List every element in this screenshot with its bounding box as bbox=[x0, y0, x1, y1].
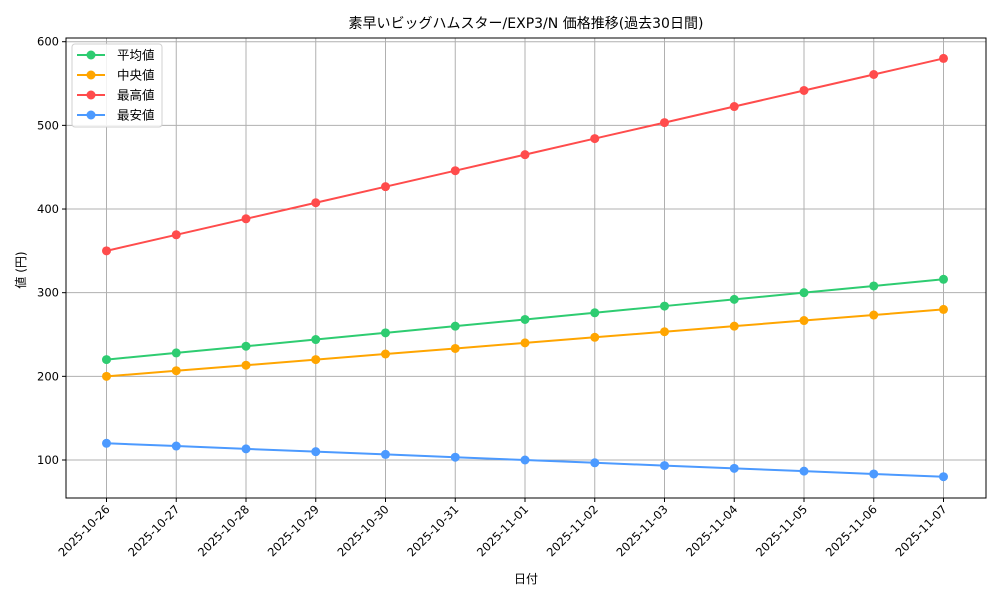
data-point bbox=[450, 321, 460, 331]
data-point bbox=[520, 338, 530, 348]
x-tick-label: 2025-11-04 bbox=[683, 502, 740, 559]
legend-item: 最高値 bbox=[77, 88, 155, 103]
data-point bbox=[590, 134, 600, 144]
data-point bbox=[381, 328, 390, 338]
data-point bbox=[102, 371, 111, 381]
data-point bbox=[869, 469, 879, 479]
data-point bbox=[869, 281, 879, 291]
x-axis-label: 日付 bbox=[514, 572, 538, 586]
data-point bbox=[171, 441, 181, 451]
data-point bbox=[660, 327, 669, 337]
data-point bbox=[520, 150, 530, 160]
series-1 bbox=[102, 304, 948, 381]
data-point bbox=[241, 341, 251, 351]
legend-box bbox=[71, 43, 163, 128]
data-point bbox=[590, 308, 600, 318]
data-point bbox=[102, 438, 111, 448]
y-tick-label: 600 bbox=[37, 35, 59, 49]
plot-frame bbox=[65, 37, 987, 499]
data-point bbox=[939, 53, 948, 63]
data-point bbox=[311, 447, 321, 457]
y-tick-label: 200 bbox=[37, 369, 59, 383]
data-point bbox=[381, 349, 390, 359]
series-layer bbox=[102, 53, 948, 482]
data-point bbox=[660, 461, 669, 471]
legend-marker-icon bbox=[86, 70, 96, 80]
data-point bbox=[171, 366, 181, 376]
data-point bbox=[799, 85, 809, 95]
data-point bbox=[520, 314, 530, 324]
data-point bbox=[799, 466, 809, 476]
data-point bbox=[799, 288, 809, 298]
legend-marker-icon bbox=[86, 110, 96, 120]
x-tick-label: 2025-11-03 bbox=[613, 502, 670, 559]
data-point bbox=[590, 458, 600, 468]
y-tick-label: 300 bbox=[37, 286, 59, 300]
data-point bbox=[311, 335, 321, 345]
x-tick-label: 2025-11-07 bbox=[892, 502, 949, 559]
data-point bbox=[939, 274, 948, 284]
legend-item: 最安値 bbox=[77, 108, 155, 123]
data-point bbox=[729, 102, 739, 112]
y-tick-label: 500 bbox=[37, 118, 59, 132]
data-point bbox=[869, 310, 879, 320]
legend-marker-icon bbox=[86, 50, 96, 60]
data-point bbox=[590, 332, 600, 342]
data-point bbox=[729, 463, 739, 473]
data-point bbox=[450, 452, 460, 462]
data-point bbox=[869, 69, 879, 79]
data-point bbox=[520, 455, 530, 465]
series-2 bbox=[102, 53, 948, 256]
data-point bbox=[729, 321, 739, 331]
series-0 bbox=[102, 274, 948, 365]
x-tick-label: 2025-11-06 bbox=[823, 502, 880, 559]
data-point bbox=[939, 304, 948, 314]
data-point bbox=[660, 301, 669, 311]
chart-title: 素早いビッグハムスター/EXP3/N 価格推移(過去30日間) bbox=[349, 16, 704, 32]
x-tick-label: 2025-10-29 bbox=[265, 502, 322, 559]
x-tick-label: 2025-10-26 bbox=[55, 502, 112, 559]
grid-lines bbox=[66, 38, 986, 498]
y-axis: 100 200 300 400 500 600 bbox=[37, 35, 66, 467]
x-tick-label: 2025-11-05 bbox=[753, 502, 810, 559]
legend-label: 平均値 bbox=[117, 48, 155, 63]
legend-label: 最安値 bbox=[117, 108, 155, 123]
data-point bbox=[311, 198, 321, 208]
data-point bbox=[241, 444, 251, 454]
series-3 bbox=[102, 438, 948, 482]
data-point bbox=[450, 343, 460, 353]
legend-item: 平均値 bbox=[77, 48, 155, 63]
data-point bbox=[381, 449, 390, 459]
x-tick-label: 2025-11-01 bbox=[474, 502, 531, 559]
legend-label: 中央値 bbox=[117, 68, 155, 83]
y-tick-label: 400 bbox=[37, 202, 59, 216]
x-tick-label: 2025-10-27 bbox=[125, 502, 182, 559]
data-point bbox=[171, 230, 181, 240]
data-point bbox=[102, 355, 111, 365]
x-tick-label: 2025-10-30 bbox=[334, 502, 391, 559]
y-tick-label: 100 bbox=[37, 453, 59, 467]
data-point bbox=[241, 360, 251, 370]
data-point bbox=[799, 316, 809, 326]
legend-item: 中央値 bbox=[77, 68, 155, 83]
y-axis-label: 値 (円) bbox=[13, 251, 28, 288]
data-point bbox=[102, 246, 111, 256]
x-axis: 2025-10-26 2025-10-27 2025-10-28 2025-10-29… bbox=[55, 498, 950, 559]
data-point bbox=[939, 472, 948, 482]
data-point bbox=[381, 182, 390, 192]
data-point bbox=[171, 348, 181, 358]
x-tick-label: 2025-10-31 bbox=[404, 502, 461, 559]
legend-label: 最高値 bbox=[117, 88, 155, 103]
data-point bbox=[660, 118, 669, 128]
x-tick-label: 2025-10-28 bbox=[195, 502, 252, 559]
data-point bbox=[450, 166, 460, 176]
data-point bbox=[241, 214, 251, 224]
data-point bbox=[311, 355, 321, 365]
data-point bbox=[729, 294, 739, 304]
legend-marker-icon bbox=[86, 90, 96, 100]
x-tick-label: 2025-11-02 bbox=[544, 502, 601, 559]
